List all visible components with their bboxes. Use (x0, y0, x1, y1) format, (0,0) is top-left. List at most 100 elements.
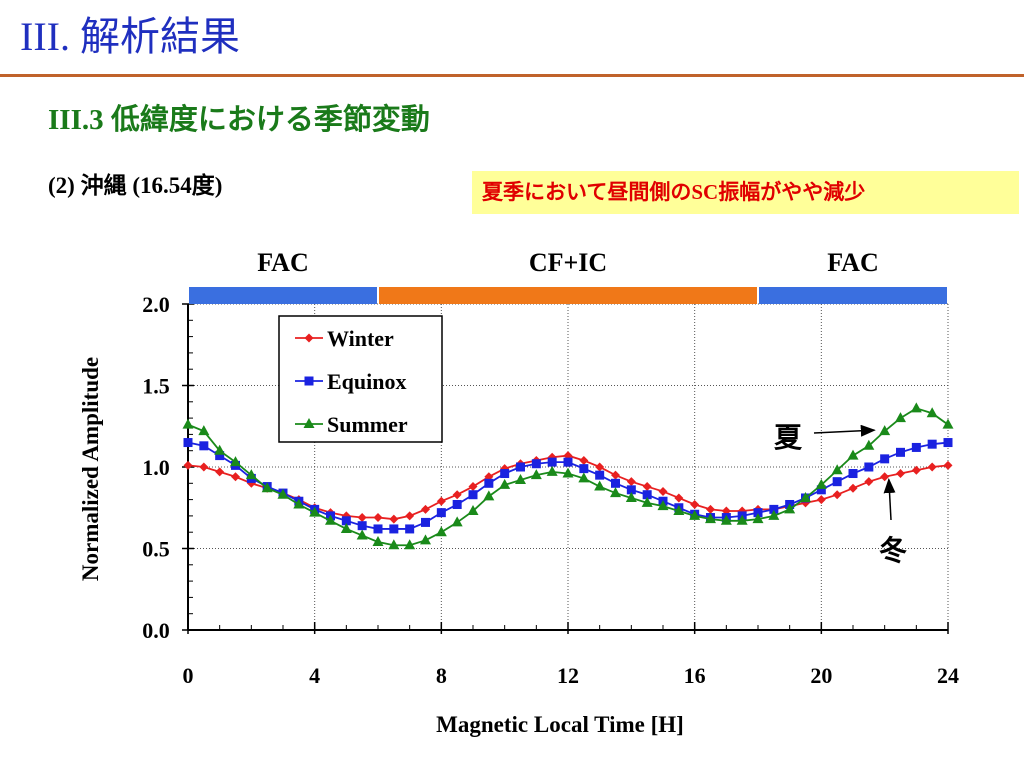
region-band (379, 287, 757, 304)
point-equinox (927, 439, 937, 449)
point-summer (467, 505, 479, 516)
point-summer (578, 472, 590, 483)
point-summer (562, 467, 574, 478)
point-equinox (421, 517, 430, 527)
point-winter (690, 499, 700, 509)
point-summer (847, 449, 859, 460)
point-summer (515, 474, 526, 485)
point-summer (910, 402, 922, 413)
point-summer (530, 469, 542, 480)
point-equinox (516, 462, 525, 472)
point-equinox (468, 490, 478, 500)
point-equinox (199, 441, 209, 451)
point-equinox (531, 459, 541, 469)
point-winter (848, 483, 858, 493)
legend-label: Summer (327, 412, 408, 437)
legend-label: Equinox (327, 369, 407, 394)
point-equinox (611, 478, 620, 488)
point-equinox (642, 490, 652, 500)
y-axis-label: Normalized Amplitude (78, 357, 103, 581)
point-winter (579, 455, 589, 465)
point-summer (815, 478, 827, 489)
point-winter (421, 504, 430, 514)
point-summer (499, 478, 511, 489)
region-band-label: FAC (827, 248, 879, 277)
point-summer (800, 491, 811, 502)
legend-label: Winter (327, 326, 394, 351)
y-tick-label: 1.0 (142, 455, 170, 480)
point-equinox (500, 469, 510, 479)
point-summer (610, 487, 621, 498)
x-tick-label: 20 (810, 663, 832, 688)
annotation-winter: 冬 (879, 535, 907, 567)
point-winter (452, 490, 462, 500)
point-winter (611, 470, 620, 480)
point-summer (657, 500, 669, 511)
x-tick-label: 16 (684, 663, 706, 688)
point-summer (594, 480, 606, 491)
point-summer (784, 503, 796, 514)
point-equinox (215, 451, 225, 461)
point-summer (483, 490, 495, 501)
summary-note: 夏季において昼間側のSC振幅がやや減少 (472, 171, 1019, 214)
point-summer (293, 498, 305, 509)
point-summer (356, 529, 368, 540)
legend-marker (303, 418, 315, 428)
point-summer (926, 407, 938, 418)
point-winter (832, 490, 842, 500)
point-winter (674, 493, 684, 503)
point-winter (231, 472, 240, 482)
point-winter (896, 469, 905, 479)
region-band-label: FAC (257, 248, 309, 277)
title-divider (0, 74, 1024, 77)
point-equinox (484, 478, 494, 488)
point-summer (325, 514, 336, 525)
station-subtitle: (2) 沖縄 (16.54度) (48, 173, 223, 198)
point-equinox (183, 438, 193, 448)
point-winter (927, 462, 937, 472)
point-winter (373, 513, 383, 523)
point-summer (245, 469, 257, 480)
point-equinox (626, 485, 636, 495)
point-summer (388, 539, 400, 550)
point-equinox (848, 469, 858, 479)
point-summer (625, 491, 637, 502)
point-summer (720, 514, 732, 525)
point-equinox (563, 457, 573, 467)
x-tick-label: 12 (557, 663, 579, 688)
y-tick-label: 1.5 (142, 374, 170, 399)
point-summer (863, 439, 875, 450)
point-equinox (341, 516, 351, 526)
point-equinox (452, 499, 462, 509)
point-winter (199, 462, 209, 472)
point-summer (895, 412, 906, 423)
x-tick-label: 24 (937, 663, 959, 688)
point-equinox (389, 524, 399, 534)
point-equinox (436, 508, 446, 518)
point-summer (641, 496, 653, 507)
x-tick-label: 0 (183, 663, 194, 688)
point-equinox (357, 521, 367, 531)
point-summer (689, 509, 701, 520)
point-summer (752, 513, 764, 524)
point-winter (642, 482, 652, 492)
point-summer (230, 456, 241, 467)
point-equinox (880, 454, 890, 464)
y-tick-label: 2.0 (142, 292, 170, 317)
point-summer (705, 513, 716, 524)
legend-marker (304, 376, 314, 386)
point-equinox (896, 447, 905, 457)
point-winter (943, 460, 953, 470)
annotation-summer: 夏 (774, 423, 803, 454)
point-summer (404, 539, 416, 550)
point-winter (436, 496, 446, 506)
point-summer (942, 418, 954, 429)
point-winter (389, 514, 399, 524)
point-equinox (832, 477, 842, 487)
slide-title: III. 解析結果 (20, 14, 240, 59)
y-tick-label: 0.0 (142, 618, 170, 643)
annotation-arrow-winter (883, 478, 896, 521)
point-winter (706, 504, 715, 514)
point-winter (183, 460, 193, 470)
